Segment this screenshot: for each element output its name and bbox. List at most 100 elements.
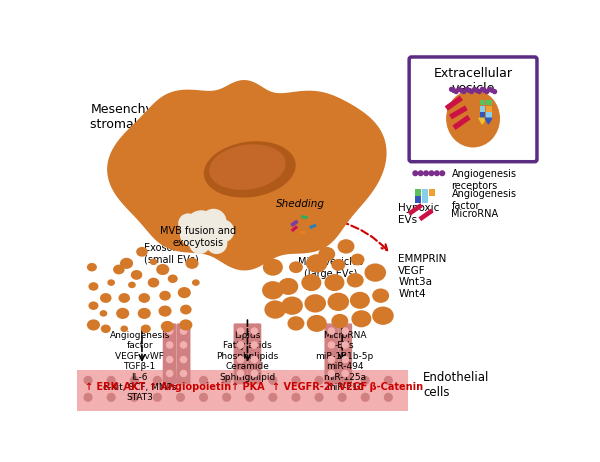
Ellipse shape	[325, 274, 344, 291]
Ellipse shape	[100, 293, 112, 303]
Ellipse shape	[107, 280, 115, 286]
Circle shape	[167, 328, 173, 334]
Circle shape	[315, 394, 323, 401]
Bar	[449, 105, 468, 119]
Ellipse shape	[304, 294, 326, 312]
Circle shape	[292, 377, 300, 384]
Circle shape	[493, 90, 497, 94]
Bar	[309, 224, 317, 229]
Ellipse shape	[149, 259, 157, 265]
Ellipse shape	[331, 314, 349, 328]
Circle shape	[200, 394, 208, 401]
Circle shape	[84, 394, 92, 401]
Ellipse shape	[120, 258, 133, 269]
FancyBboxPatch shape	[325, 323, 338, 384]
Ellipse shape	[101, 324, 111, 333]
Bar	[407, 203, 423, 216]
Bar	[480, 112, 485, 118]
Circle shape	[269, 394, 277, 401]
Bar	[480, 106, 485, 112]
Circle shape	[304, 214, 316, 226]
Circle shape	[176, 394, 184, 401]
Text: ↑ VEGFR-2: ↑ VEGFR-2	[272, 382, 331, 391]
Bar	[422, 189, 428, 195]
Ellipse shape	[301, 274, 322, 291]
Circle shape	[413, 171, 418, 176]
Ellipse shape	[446, 90, 500, 147]
Text: Angiogenesis
factor
VEGF, vWF
TGFβ-1
IL-6
c-kit, SCF, MMPs
STAT3: Angiogenesis factor VEGF, vWF TGFβ-1 IL-…	[103, 331, 176, 402]
Circle shape	[434, 171, 439, 176]
Text: MicroRNA
-EVs
miR-181b-5p
miR-494
miR-125a
miR-210: MicroRNA -EVs miR-181b-5p miR-494 miR-12…	[316, 331, 374, 392]
Circle shape	[238, 357, 244, 363]
Text: Shedding: Shedding	[276, 200, 325, 209]
Ellipse shape	[295, 232, 317, 251]
Text: ↑ AKT: ↑ AKT	[112, 382, 145, 391]
FancyBboxPatch shape	[176, 323, 190, 384]
Text: ↑ ERK: ↑ ERK	[85, 382, 118, 391]
Circle shape	[328, 357, 334, 363]
Circle shape	[457, 87, 461, 91]
Circle shape	[488, 87, 492, 91]
Ellipse shape	[158, 305, 172, 316]
Circle shape	[342, 357, 349, 363]
Ellipse shape	[265, 300, 286, 319]
Circle shape	[130, 394, 138, 401]
Circle shape	[269, 377, 277, 384]
Circle shape	[328, 371, 334, 377]
Circle shape	[154, 394, 161, 401]
Ellipse shape	[350, 292, 370, 309]
Polygon shape	[108, 81, 386, 270]
FancyBboxPatch shape	[247, 323, 262, 384]
Text: MicroRNA: MicroRNA	[451, 209, 499, 219]
Ellipse shape	[118, 293, 130, 303]
Ellipse shape	[141, 324, 151, 333]
Circle shape	[460, 89, 463, 92]
Circle shape	[201, 209, 226, 234]
Text: Mesenchymal
stromal cells: Mesenchymal stromal cells	[91, 103, 176, 131]
Ellipse shape	[113, 265, 125, 274]
Ellipse shape	[159, 291, 171, 301]
Circle shape	[449, 87, 454, 91]
Circle shape	[338, 377, 346, 384]
Circle shape	[475, 89, 479, 92]
Text: ↑ PKA: ↑ PKA	[230, 382, 264, 391]
Ellipse shape	[87, 263, 97, 272]
Circle shape	[212, 220, 233, 242]
Bar	[486, 106, 491, 112]
Circle shape	[251, 371, 257, 377]
FancyBboxPatch shape	[233, 323, 247, 384]
Ellipse shape	[192, 280, 200, 286]
Circle shape	[470, 90, 473, 94]
Circle shape	[176, 377, 184, 384]
Circle shape	[238, 371, 244, 377]
Circle shape	[342, 328, 349, 334]
Circle shape	[181, 357, 187, 363]
Circle shape	[418, 171, 423, 176]
Circle shape	[490, 89, 494, 92]
Ellipse shape	[347, 273, 364, 287]
Circle shape	[179, 214, 197, 232]
Ellipse shape	[318, 247, 335, 261]
Bar	[452, 115, 470, 130]
Circle shape	[467, 89, 471, 92]
Circle shape	[107, 394, 115, 401]
Ellipse shape	[100, 310, 107, 316]
Text: Hypoxic
EVs: Hypoxic EVs	[398, 203, 440, 225]
Circle shape	[485, 90, 489, 94]
FancyBboxPatch shape	[409, 57, 537, 162]
Ellipse shape	[168, 274, 178, 283]
Bar	[301, 215, 308, 219]
Circle shape	[251, 328, 257, 334]
Bar	[415, 196, 421, 202]
Circle shape	[361, 377, 369, 384]
Text: Exosomes
(small EVs): Exosomes (small EVs)	[144, 243, 199, 265]
Ellipse shape	[128, 282, 136, 288]
Circle shape	[292, 394, 300, 401]
Circle shape	[429, 171, 434, 176]
Circle shape	[310, 223, 323, 237]
Circle shape	[130, 377, 138, 384]
Text: Angiogenesis
receptors: Angiogenesis receptors	[451, 170, 517, 191]
Ellipse shape	[88, 301, 98, 310]
Ellipse shape	[372, 288, 389, 303]
Circle shape	[181, 223, 203, 246]
